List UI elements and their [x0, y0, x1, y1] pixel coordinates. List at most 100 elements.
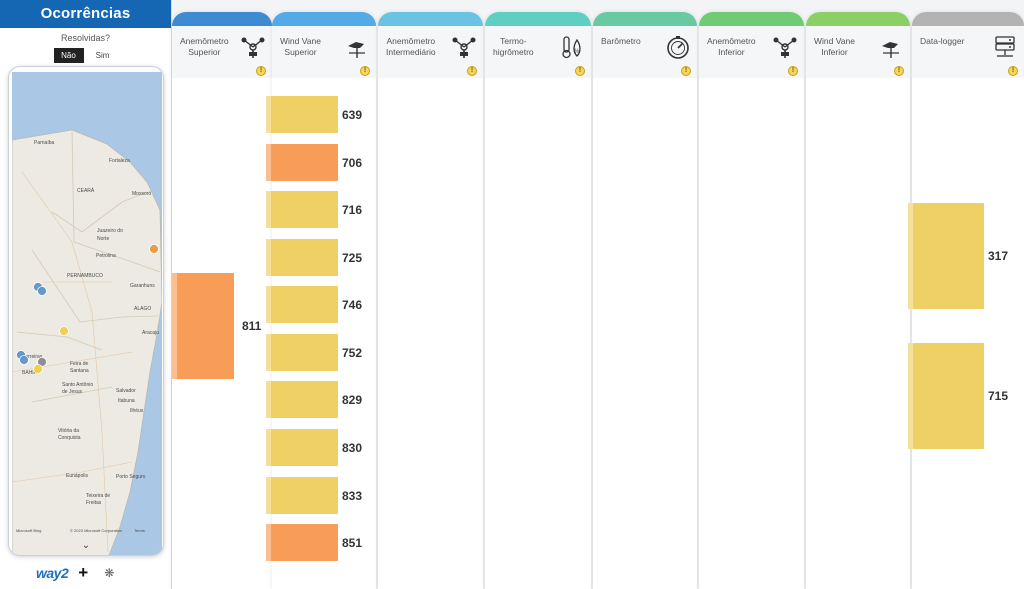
occurrence-bar[interactable]: 833 — [266, 477, 368, 514]
map-marker — [19, 355, 29, 365]
occurrence-bar-fill[interactable] — [266, 191, 338, 228]
occurrence-bar-fill[interactable] — [266, 429, 338, 466]
resolved-yes-button[interactable]: Sim — [95, 51, 110, 60]
map-marker — [59, 326, 69, 336]
column-datalogger: Data-logger! 317 715 — [908, 12, 1024, 589]
state-border-2 — [31, 249, 159, 323]
map-label: Porto Seguro — [116, 474, 146, 480]
warning-icon[interactable]: ! — [894, 66, 904, 76]
column-wv-inf: Wind Vane Inferior! — [806, 12, 910, 589]
map-label: Salvador — [116, 388, 136, 394]
map-label: Santana — [70, 368, 89, 374]
occurrence-bar[interactable]: 829 — [266, 381, 368, 418]
warning-icon[interactable]: ! — [788, 66, 798, 76]
map-marker — [37, 286, 47, 296]
state-border-3 — [16, 331, 103, 351]
occurrence-bar-fill[interactable] — [266, 96, 338, 133]
map-label: Aracaju — [142, 330, 159, 336]
map-label: PERNAMBUCO — [67, 273, 103, 279]
warning-icon[interactable]: ! — [575, 66, 585, 76]
column-header[interactable]: Data-logger — [912, 26, 1024, 78]
map-label: Norte — [97, 236, 109, 242]
occurrence-value: 639 — [342, 107, 363, 122]
warning-icon[interactable]: ! — [1008, 66, 1018, 76]
column-header-label: Anemômetro Inferior — [707, 36, 756, 57]
resolved-no-button[interactable]: Não — [53, 48, 84, 63]
column-termo: Termo-higrômetro%! — [485, 12, 591, 589]
wind-turbine-icon: ❋ — [104, 566, 115, 580]
resolved-toggle[interactable]: Não Sim — [0, 48, 171, 63]
occurrence-bar[interactable]: 706 — [266, 144, 368, 181]
server-icon — [995, 36, 1015, 57]
occurrence-value: 829 — [342, 392, 363, 407]
occurrence-bar-fill[interactable] — [266, 477, 338, 514]
map[interactable]: Parnaíba Fortaleza Mossoró CEARÁ Juazeiro do… — [12, 72, 162, 556]
occurrence-value: 725 — [342, 250, 363, 265]
map-marker — [149, 244, 159, 254]
column-color-strip — [699, 12, 804, 26]
road-0 — [21, 171, 109, 553]
map-label: Parnaíba — [34, 140, 55, 146]
land-area — [12, 129, 162, 555]
map-label: de Jesus — [62, 389, 83, 395]
map-label: BAHIA — [22, 370, 38, 376]
occurrence-bar[interactable]: 639 — [266, 96, 368, 133]
occurrence-bar-fill[interactable] — [266, 381, 338, 418]
occurrence-bar[interactable]: 851 — [266, 524, 368, 561]
map-card[interactable]: Parnaíba Fortaleza Mossoró CEARÁ Juazeiro do… — [8, 66, 164, 556]
occurrences-panel: Ocorrências Resolvidas? Não Sim Parnaíba… — [0, 0, 172, 589]
map-label: Ilhéus — [130, 408, 144, 414]
state-border-5 — [51, 191, 148, 233]
warning-icon[interactable]: ! — [256, 66, 266, 76]
occurrence-bar-fill[interactable] — [266, 524, 338, 561]
column-header-label: Wind Vane Superior — [280, 36, 321, 57]
warning-icon[interactable]: ! — [360, 66, 370, 76]
column-header[interactable]: Anemômetro Superior — [172, 26, 272, 78]
column-header[interactable]: Wind Vane Inferior — [806, 26, 910, 78]
column-header[interactable]: Barômetro — [593, 26, 697, 78]
column-header[interactable]: Anemômetro Intermediário — [378, 26, 483, 78]
column-header-label: Data-logger — [920, 36, 965, 46]
occurrence-bar[interactable]: 716 — [266, 191, 368, 228]
occurrence-bar[interactable]: 811 — [172, 273, 268, 379]
map-label: © 2023 Microsoft Corporation — [70, 528, 122, 533]
column-header[interactable]: Termo-higrômetro% — [485, 26, 591, 78]
occurrence-bar[interactable]: 746 — [266, 286, 368, 323]
map-label: Santo Antônio — [62, 382, 93, 388]
occurrence-bar-fill[interactable] — [266, 286, 338, 323]
plus-icon[interactable]: + — [78, 563, 89, 582]
column-color-strip — [485, 12, 591, 26]
occurrence-bar[interactable]: 725 — [266, 239, 368, 276]
map-label: Juazeiro do — [97, 228, 123, 234]
occurrence-bar-fill[interactable] — [908, 203, 984, 309]
column-color-strip — [172, 12, 272, 26]
occurrence-bar-fill[interactable] — [266, 334, 338, 371]
occurrence-bar-fill[interactable] — [172, 273, 234, 379]
occurrence-bar[interactable]: 715 — [908, 343, 1014, 449]
sensor-columns: Anemômetro Superior! 811 Wind Vane Superior!… — [172, 0, 1024, 589]
column-anem-int: Anemômetro Intermediário! — [378, 12, 483, 589]
anemometer-icon — [452, 37, 476, 58]
occurrence-bar-fill[interactable] — [266, 144, 338, 181]
occurrence-bar[interactable]: 317 — [908, 203, 1014, 309]
warning-icon[interactable]: ! — [467, 66, 477, 76]
state-border-0 — [71, 131, 75, 243]
map-label: Teixeira de — [86, 493, 110, 499]
column-color-strip — [806, 12, 910, 26]
column-header-label: Anemômetro Intermediário — [386, 36, 436, 57]
occurrence-bar-fill[interactable] — [266, 239, 338, 276]
resolved-filter-label: Resolvidas? — [60, 33, 111, 43]
occurrence-bar-fill[interactable] — [908, 343, 984, 449]
occurrence-bar[interactable]: 830 — [266, 429, 368, 466]
road-1 — [12, 351, 133, 373]
column-header[interactable]: Anemômetro Inferior — [699, 26, 804, 78]
column-header-label: Barômetro — [601, 36, 641, 46]
panel-title: Ocorrências — [0, 0, 171, 28]
map-label: Mossoró — [132, 191, 151, 197]
chevron-down-icon[interactable]: ⌄ — [81, 540, 91, 551]
column-header[interactable]: Wind Vane Superior — [272, 26, 376, 78]
warning-icon[interactable]: ! — [681, 66, 691, 76]
map-label: Garanhuns — [130, 283, 155, 289]
wind-vane-icon — [348, 42, 365, 58]
occurrence-bar[interactable]: 752 — [266, 334, 368, 371]
